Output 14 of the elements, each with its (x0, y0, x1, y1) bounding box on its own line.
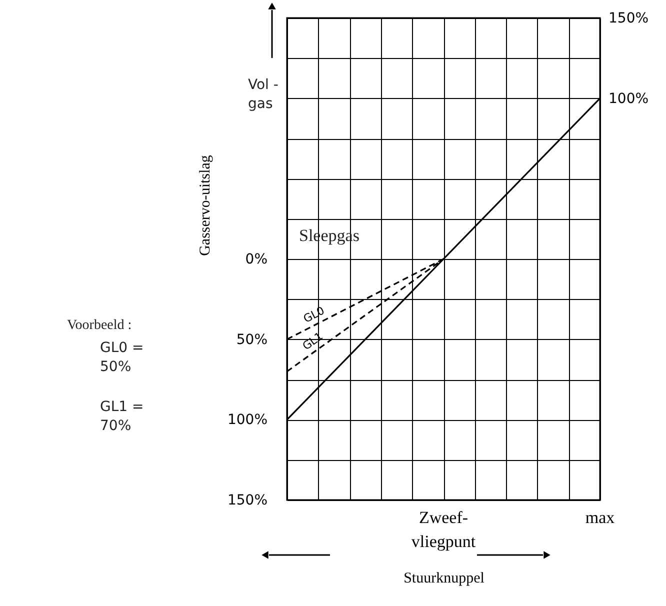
x-axis-title: Stuurknuppel (404, 570, 484, 586)
text: Vol - gas (248, 77, 278, 112)
y-tick-label: 100% (227, 412, 268, 428)
y2-tick-label: 150% (608, 10, 649, 26)
text: GL1 = 70% (100, 399, 144, 434)
text: GL0 = 50% (100, 340, 144, 375)
y-tick-label: 150% (227, 492, 268, 508)
y-tick-label: 50% (236, 332, 268, 348)
text: Voorbeeld : (67, 318, 132, 333)
y-tick-label: 0% (245, 252, 268, 268)
y-axis-title: Gasservo-uitslag (198, 154, 214, 256)
y2-tick-label: 100% (608, 90, 649, 107)
x-tick-label: max (585, 508, 616, 527)
x-tick-label: Zweef- vliegpunt (411, 508, 476, 551)
